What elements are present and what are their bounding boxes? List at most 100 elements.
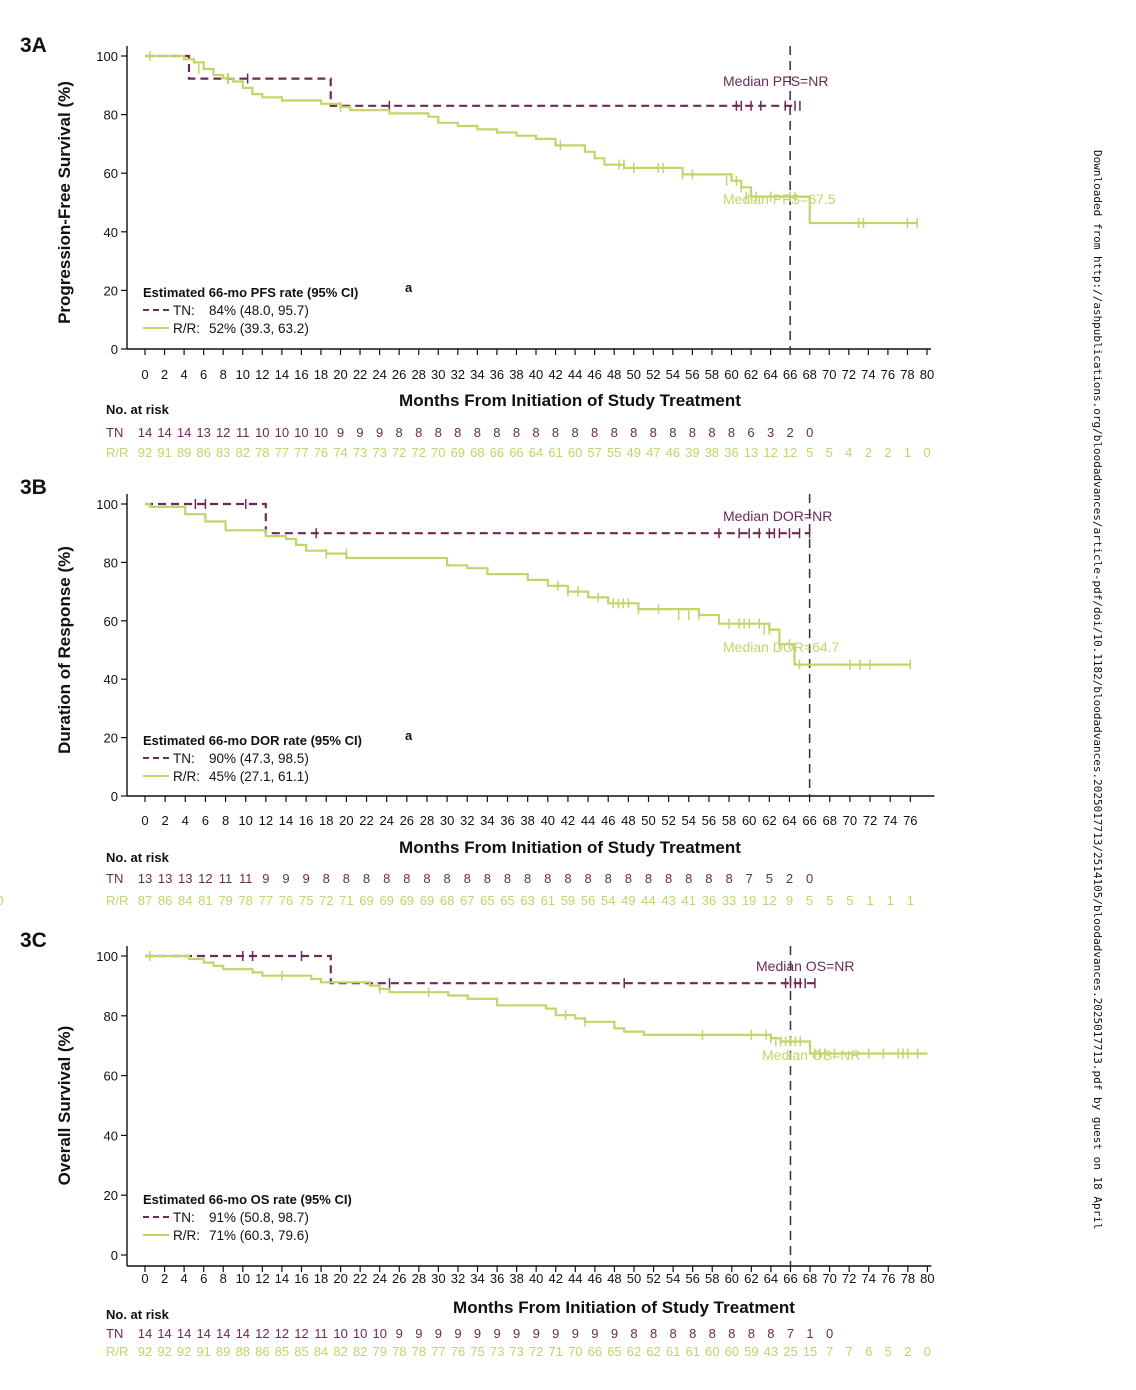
risk-count: 75 <box>299 893 313 908</box>
x-tick-label: 6 <box>202 813 209 828</box>
legend-value-tn: 84% (48.0, 95.7) <box>209 303 309 318</box>
risk-row-label: TN <box>106 871 123 886</box>
risk-count: 11 <box>236 425 250 440</box>
legend-title: Estimated 66-mo OS rate (95% CI) <box>143 1192 352 1207</box>
risk-count: 8 <box>728 1326 735 1341</box>
risk-count: 73 <box>490 1344 504 1359</box>
x-tick-label: 36 <box>490 367 504 382</box>
risk-count: 9 <box>493 1326 500 1341</box>
x-tick-label: 46 <box>601 813 615 828</box>
risk-count: 10 <box>294 425 308 440</box>
x-tick-label: 12 <box>255 367 269 382</box>
legend-label-rr: R/R: <box>173 1228 200 1243</box>
risk-count: 5 <box>885 1344 892 1359</box>
risk-count: 82 <box>236 445 250 460</box>
risk-count: 8 <box>435 425 442 440</box>
x-tick-label: 58 <box>722 813 736 828</box>
risk-count: 0 <box>924 1344 931 1359</box>
risk-count: 9 <box>435 1326 442 1341</box>
risk-count: 61 <box>541 893 555 908</box>
x-tick-label: 32 <box>451 367 465 382</box>
download-watermark: Downloaded from http://ashpublications.o… <box>1091 150 1104 1229</box>
risk-count: 78 <box>255 445 269 460</box>
x-tick-label: 60 <box>742 813 756 828</box>
risk-count: 77 <box>431 1344 445 1359</box>
risk-count: 14 <box>236 1326 250 1341</box>
median-label-tn: Median OS=NR <box>756 958 854 974</box>
risk-count: 12 <box>783 445 797 460</box>
x-tick-label: 36 <box>500 813 514 828</box>
risk-count: 8 <box>532 425 539 440</box>
risk-count: 9 <box>282 871 289 886</box>
risk-count: 8 <box>552 425 559 440</box>
x-tick-label: 24 <box>379 813 393 828</box>
x-tick-label: 28 <box>420 813 434 828</box>
legend-title: Estimated 66-mo PFS rate (95% CI) <box>143 285 358 300</box>
x-tick-label: 76 <box>881 1271 895 1286</box>
risk-count: 78 <box>412 1344 426 1359</box>
risk-count: 8 <box>748 1326 755 1341</box>
risk-count: 8 <box>630 425 637 440</box>
risk-count: 8 <box>564 871 571 886</box>
risk-count: 62 <box>646 1344 660 1359</box>
risk-count: 47 <box>646 445 660 460</box>
risk-count: 78 <box>392 1344 406 1359</box>
risk-count: 72 <box>411 445 425 460</box>
risk-count: 1 <box>887 893 894 908</box>
x-tick-label: 60 <box>724 367 738 382</box>
risk-count: 14 <box>157 1326 171 1341</box>
legend-label-rr: R/R: <box>173 321 200 336</box>
risk-count: 9 <box>572 1326 579 1341</box>
risk-count: 70 <box>431 445 445 460</box>
risk-count: 60 <box>725 1344 739 1359</box>
risk-count: 73 <box>509 1344 523 1359</box>
risk-count: 66 <box>509 445 523 460</box>
risk-count: 8 <box>591 425 598 440</box>
risk-count: 74 <box>333 445 347 460</box>
risk-count: 8 <box>484 871 491 886</box>
x-tick-label: 26 <box>392 1271 406 1286</box>
y-tick-label: 20 <box>104 1188 118 1203</box>
risk-count: 14 <box>138 1326 152 1341</box>
risk-count: 5 <box>826 893 833 908</box>
y-tick-label: 40 <box>104 225 118 240</box>
x-tick-label: 42 <box>548 367 562 382</box>
y-tick-label: 80 <box>104 555 118 570</box>
risk-count: 61 <box>666 1344 680 1359</box>
legend-value-rr: 71% (60.3, 79.6) <box>209 1228 309 1243</box>
risk-count: 5 <box>766 871 773 886</box>
risk-count: 59 <box>744 1344 758 1359</box>
risk-count: 65 <box>607 1344 621 1359</box>
risk-count: 8 <box>415 425 422 440</box>
x-tick-label: 50 <box>627 1271 641 1286</box>
x-tick-label: 38 <box>509 1271 523 1286</box>
risk-count: 8 <box>689 425 696 440</box>
risk-count: 5 <box>846 893 853 908</box>
x-tick-label: 22 <box>353 1271 367 1286</box>
risk-count: 43 <box>764 1344 778 1359</box>
risk-count: 9 <box>396 1326 403 1341</box>
risk-count: 14 <box>216 1326 230 1341</box>
risk-count: 12 <box>762 893 776 908</box>
risk-count: 61 <box>685 1344 699 1359</box>
risk-count: 41 <box>682 893 696 908</box>
x-tick-label: 68 <box>803 1271 817 1286</box>
y-tick-label: 60 <box>104 614 118 629</box>
risk-count: 9 <box>786 893 793 908</box>
risk-row-label: R/R <box>106 445 128 460</box>
risk-count: 8 <box>584 871 591 886</box>
risk-count: 49 <box>621 893 635 908</box>
risk-count: 72 <box>529 1344 543 1359</box>
x-tick-label: 38 <box>520 813 534 828</box>
risk-count: 39 <box>685 445 699 460</box>
x-tick-label: 76 <box>903 813 917 828</box>
x-tick-label: 58 <box>705 367 719 382</box>
risk-count: 12 <box>294 1326 308 1341</box>
risk-count: 79 <box>372 1344 386 1359</box>
x-tick-label: 34 <box>470 367 484 382</box>
risk-count: 8 <box>728 425 735 440</box>
panel-label: 3B <box>20 476 47 499</box>
risk-count: 9 <box>474 1326 481 1341</box>
risk-count: 4 <box>845 445 852 460</box>
